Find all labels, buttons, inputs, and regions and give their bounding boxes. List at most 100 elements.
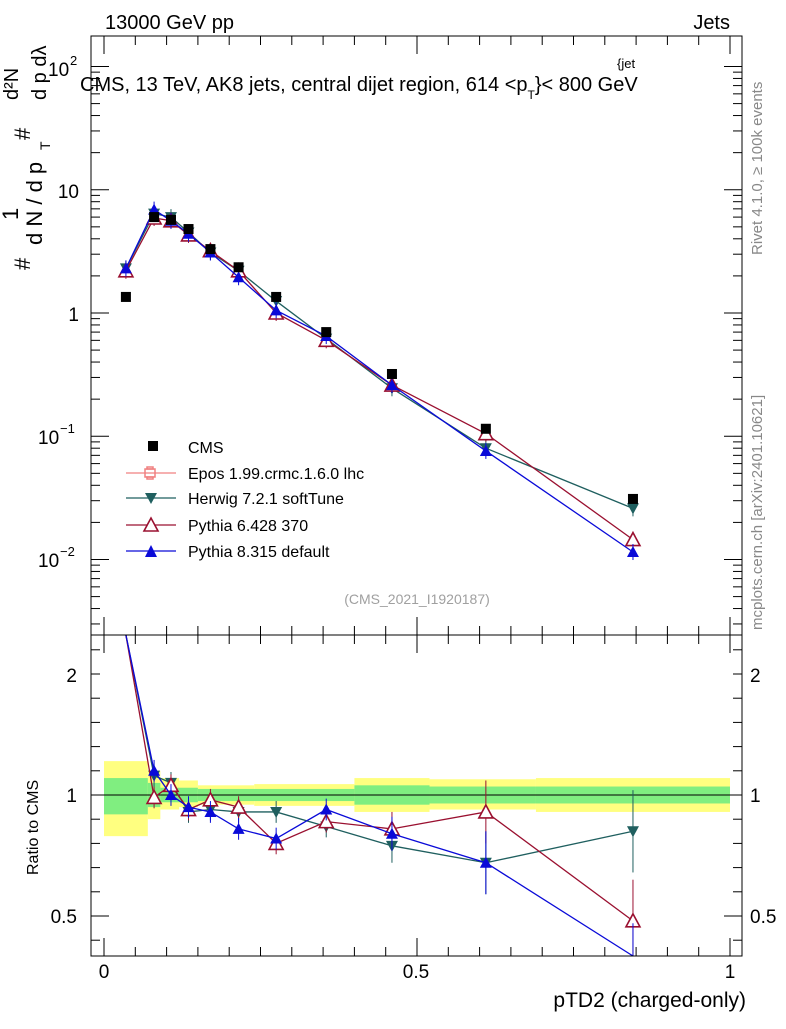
ratio-point [230, 798, 247, 814]
y-label-hash-2: # [10, 127, 35, 140]
category-label: Jets [693, 12, 730, 34]
ratio-ytick-label-0: 0.5 [51, 907, 77, 928]
chart-title-sub: T [528, 88, 536, 102]
data-point [479, 444, 492, 456]
data-point [120, 291, 131, 302]
ratio-point [270, 832, 283, 844]
main-series [117, 201, 642, 561]
ratio-point [182, 801, 195, 813]
ratio-ytick-label-right-0: 0.5 [750, 907, 776, 928]
y-label-one: 1 [0, 208, 23, 220]
ratio-ytick-label-right-2: 2 [750, 666, 761, 687]
legend-marker-epos [144, 466, 156, 480]
ratio-point [204, 805, 217, 817]
ratio-series [125, 634, 642, 957]
data-point [270, 304, 283, 316]
legend-marker-pythia6 [142, 516, 160, 532]
chart-title: CMS, 13 TeV, AK8 jets, central dijet reg… [80, 74, 638, 102]
data-point [232, 271, 245, 283]
y-label-hash-1: # [10, 257, 35, 270]
ratio-ytick-label-1: 1 [66, 786, 77, 807]
ytick-label-100: 10 [48, 60, 69, 81]
legend-item-epos: Epos 1.99.crmc.1.6.0 lhc [126, 466, 364, 483]
legend-label-pythia6: Pythia 6.428 370 [188, 518, 308, 535]
source-label: mcplots.cern.ch [arXiv:2401.10621] [749, 395, 766, 630]
main-axis-ticks [91, 36, 742, 635]
x-axis-label: pTD2 (charged-only) [553, 989, 746, 1012]
series-cms [120, 212, 638, 504]
ratio-point [626, 826, 639, 838]
legend-item-herwig: Herwig 7.2.1 softTune [126, 491, 344, 508]
rivet-label: Rivet 4.1.0, ≥ 100k events [749, 82, 766, 255]
energy-label: 13000 GeV pp [105, 12, 234, 34]
xtick-label-0: 0 [99, 962, 110, 983]
xtick-label-1: 0.5 [403, 962, 429, 983]
ratio-y-axis-label: Ratio to CMS [25, 780, 42, 875]
legend-item-pythia6: Pythia 6.428 370 [126, 516, 308, 535]
data-point [119, 262, 132, 274]
ratio-point [145, 788, 163, 805]
ratio-ytick-label-right-1: 1 [750, 786, 761, 807]
data-point [165, 214, 176, 225]
data-point [624, 530, 642, 547]
xtick-label-2: 1 [725, 962, 736, 983]
ratio-point [320, 803, 333, 815]
legend-label-epos: Epos 1.99.crmc.1.6.0 lhc [188, 466, 364, 483]
legend-label-cms: CMS [188, 440, 224, 457]
y-label-T: T [37, 141, 53, 150]
ratio-series-pythia-8-315-default [125, 634, 634, 957]
legend-item-pythia8: Pythia 8.315 default [126, 544, 330, 561]
ratio-line [125, 634, 634, 922]
legend-marker-pythia8 [145, 545, 157, 557]
ratio-point [148, 764, 161, 776]
ytick-label-1e-1-exp: −1 [60, 421, 75, 436]
ratio-point [232, 822, 245, 834]
legend-marker-herwig [145, 493, 157, 504]
ratio-point [477, 803, 495, 819]
y-label-d2n: d²N [1, 68, 23, 100]
y-label-dptdl: d p dλ [29, 46, 51, 100]
data-point [205, 244, 216, 255]
data-point [626, 546, 639, 558]
data-point [148, 203, 161, 215]
ratio-series-herwig-7-2-1-softtune [125, 634, 639, 895]
ratio-point [385, 827, 398, 839]
legend: CMS Epos 1.99.crmc.1.6.0 lhc Herwig 7.2.… [126, 440, 364, 561]
ratio-frame [90, 634, 743, 957]
data-point [233, 262, 244, 273]
data-point [386, 368, 397, 379]
legend-item-cms: CMS [148, 440, 224, 457]
legend-label-pythia8: Pythia 8.315 default [188, 544, 330, 561]
chart-title-main: CMS, 13 TeV, AK8 jets, central dijet reg… [80, 74, 528, 96]
y-label-dndpt: d N / d p [22, 162, 47, 245]
series-line [125, 212, 634, 509]
data-point [626, 503, 639, 515]
ratio-point [164, 789, 177, 800]
chart-title-tail: }< 800 GeV [535, 74, 639, 96]
ratio-point [317, 812, 335, 829]
ratio-ytick-label-2: 2 [66, 666, 77, 687]
legend-label-herwig: Herwig 7.2.1 softTune [188, 491, 344, 508]
data-point [627, 493, 638, 504]
ratio-point [479, 856, 492, 868]
data-point [183, 224, 194, 235]
series-pythia-8-315-default [119, 201, 639, 561]
chart-title-sup: {jet [617, 56, 635, 71]
data-point [149, 212, 160, 223]
analysis-watermark: (CMS_2021_I1920187) [344, 591, 490, 607]
ratio-axis-ticks [91, 635, 742, 956]
band-green [104, 778, 148, 815]
data-point [385, 379, 398, 391]
data-point [480, 423, 491, 434]
legend-marker-cms [148, 441, 158, 451]
y-axis-label: # 1 d N / d p T # d²N d p dλ [0, 46, 53, 270]
ytick-label-1e-2-exp: −2 [60, 544, 75, 559]
ytick-label-10: 10 [58, 182, 79, 203]
ytick-label-1e-2: 10 [38, 551, 59, 572]
ytick-label-1: 1 [68, 305, 79, 326]
ratio-plot: 0.5 1 2 0.5 1 2 0 0.5 1 Ratio to CMS pTD… [25, 634, 776, 1012]
data-point [321, 327, 332, 338]
data-point [271, 291, 282, 302]
ratio-point [270, 806, 283, 818]
